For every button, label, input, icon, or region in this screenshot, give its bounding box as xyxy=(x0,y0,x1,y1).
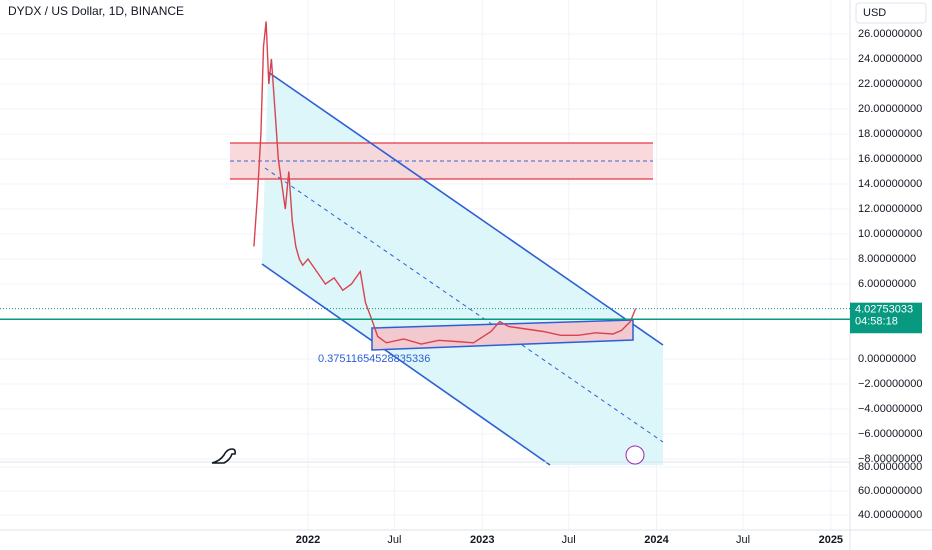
y2-tick-label: 40.00000000 xyxy=(858,509,922,521)
currency[interactable]: USD xyxy=(863,7,886,19)
price-line xyxy=(253,21,637,345)
y-tick-label: −4.00000000 xyxy=(858,403,923,415)
annotation: 0.37511654528835336 xyxy=(318,353,430,365)
y-tick-label: 26.00000000 xyxy=(858,28,922,40)
x-tick-label: 2025 xyxy=(819,534,843,546)
x-tick-label: Jul xyxy=(562,534,576,546)
currency-button[interactable] xyxy=(855,2,927,24)
y-tick-label: −2.00000000 xyxy=(858,378,923,390)
channel-mid xyxy=(264,167,664,443)
logo xyxy=(211,448,236,464)
chart-title: DYDX / US Dollar, 1D, BINANCE xyxy=(8,4,184,18)
x-tick-label: 2022 xyxy=(296,534,320,546)
channel-top xyxy=(267,71,664,346)
y-tick-label: 6.00000000 xyxy=(858,278,916,290)
y-tick-label: 14.00000000 xyxy=(858,178,922,190)
event-icon[interactable] xyxy=(625,445,645,465)
range-box xyxy=(371,319,634,351)
y-tick-label: −8.00000000 xyxy=(858,453,923,465)
y-tick-label: 8.00000000 xyxy=(858,253,916,265)
last-price-tag xyxy=(850,302,922,329)
x-tick-label: 2024 xyxy=(644,534,669,546)
y-tick-label: 10.00000000 xyxy=(858,228,922,240)
y-tick-label: 22.00000000 xyxy=(858,78,922,90)
y2-tick-label: 80.00000000 xyxy=(858,461,922,473)
y-tick-label: 18.00000000 xyxy=(858,128,922,140)
countdown: 04:58:18 xyxy=(855,316,898,328)
plot xyxy=(253,21,637,345)
x-tick-label: Jul xyxy=(387,534,401,546)
last-price-label: 4.02753033 xyxy=(855,304,913,316)
y-tick-label: 24.00000000 xyxy=(858,53,922,65)
x-tick-label: 2023 xyxy=(470,534,494,546)
x-tick-label: Jul xyxy=(736,534,750,546)
y-tick-label: 20.00000000 xyxy=(858,103,922,115)
y-tick-label: 0.00000000 xyxy=(858,353,916,365)
y2-tick-label: 60.00000000 xyxy=(858,485,922,497)
y-tick-label: 16.00000000 xyxy=(858,153,922,165)
y-tick-label: 12.00000000 xyxy=(858,203,922,215)
channel-bottom xyxy=(261,263,551,466)
y-tick-label: −6.00000000 xyxy=(858,428,923,440)
